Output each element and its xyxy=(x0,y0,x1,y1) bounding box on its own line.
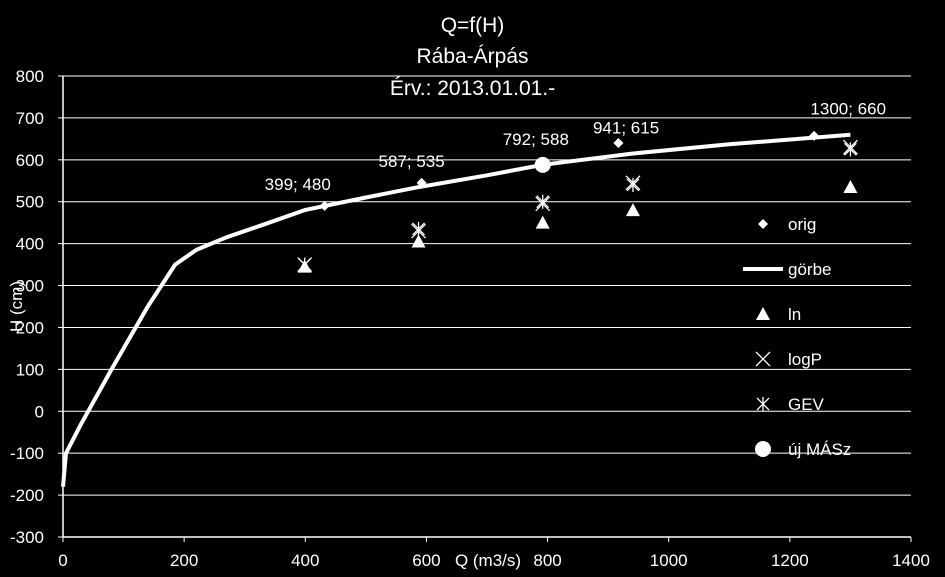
y-axis-label: H (cm) xyxy=(7,281,26,332)
legend-marker xyxy=(755,351,771,367)
x-tick-label: 1200 xyxy=(771,551,809,570)
legend-marker xyxy=(758,219,768,229)
data-label: 941; 615 xyxy=(593,119,659,138)
legend-item: görbe xyxy=(743,260,831,279)
data-label: 792; 588 xyxy=(503,130,569,149)
x-axis-label: Q (m3/s) xyxy=(455,551,521,570)
y-tick-label: -100 xyxy=(10,444,44,463)
point-ln xyxy=(625,203,640,217)
y-tick-label: 600 xyxy=(16,151,44,170)
legend-label: görbe xyxy=(788,260,831,279)
y-tick-label: 100 xyxy=(16,360,44,379)
y-tick-label: 400 xyxy=(16,235,44,254)
point-orig xyxy=(319,200,330,211)
legend-marker xyxy=(755,441,771,457)
legend-item: orig xyxy=(758,215,816,234)
legend-item: ln xyxy=(756,305,801,324)
y-tick-label: 200 xyxy=(16,318,44,337)
point-ln xyxy=(411,234,426,248)
legend-label: ln xyxy=(788,305,801,324)
y-tick-label: 0 xyxy=(35,402,44,421)
y-tick-label: 800 xyxy=(16,67,44,86)
y-tick-label: 300 xyxy=(16,277,44,296)
x-tick-label: 400 xyxy=(291,551,319,570)
y-tick-label: 700 xyxy=(16,109,44,128)
data-label: 587; 535 xyxy=(379,152,445,171)
y-tick-label: -300 xyxy=(10,528,44,547)
data-label: 399; 480 xyxy=(265,175,331,194)
point-ln xyxy=(843,180,858,194)
x-tick-label: 800 xyxy=(533,551,561,570)
y-tick-label: -200 xyxy=(10,486,44,505)
legend-marker xyxy=(756,397,770,411)
x-tick-label: 600 xyxy=(412,551,440,570)
legend-item: új MÁSz xyxy=(755,440,851,459)
legend-marker xyxy=(756,307,770,320)
chart-title-line-2: Rába-Árpás xyxy=(416,45,529,68)
point-orig xyxy=(613,138,624,149)
chart-title-line-3: Érv.: 2013.01.01.- xyxy=(389,77,556,100)
x-tick-label: 0 xyxy=(58,551,67,570)
point-gev xyxy=(298,257,312,272)
point-gev xyxy=(626,177,640,192)
legend-label: GEV xyxy=(788,395,825,414)
legend-label: logP xyxy=(788,350,822,369)
series-line-g-rbe xyxy=(61,132,851,487)
legend-item: GEV xyxy=(756,395,825,414)
chart-title-line-1: Q=f(H) xyxy=(440,14,505,37)
legend-item: logP xyxy=(755,350,822,369)
y-tick-label: 500 xyxy=(16,193,44,212)
point-ln xyxy=(535,215,550,229)
x-tick-label: 200 xyxy=(170,551,198,570)
x-tick-label: 1000 xyxy=(650,551,688,570)
point-gev xyxy=(412,221,426,236)
data-label: 1300; 660 xyxy=(810,100,886,119)
point-gev xyxy=(843,142,857,157)
point-gev xyxy=(536,194,550,209)
x-tick-label: 1400 xyxy=(892,551,930,570)
legend-label: új MÁSz xyxy=(788,440,851,459)
point-j-m-sz xyxy=(534,156,551,173)
point-orig xyxy=(809,130,820,141)
point-orig xyxy=(416,177,427,188)
legend-label: orig xyxy=(788,215,816,234)
